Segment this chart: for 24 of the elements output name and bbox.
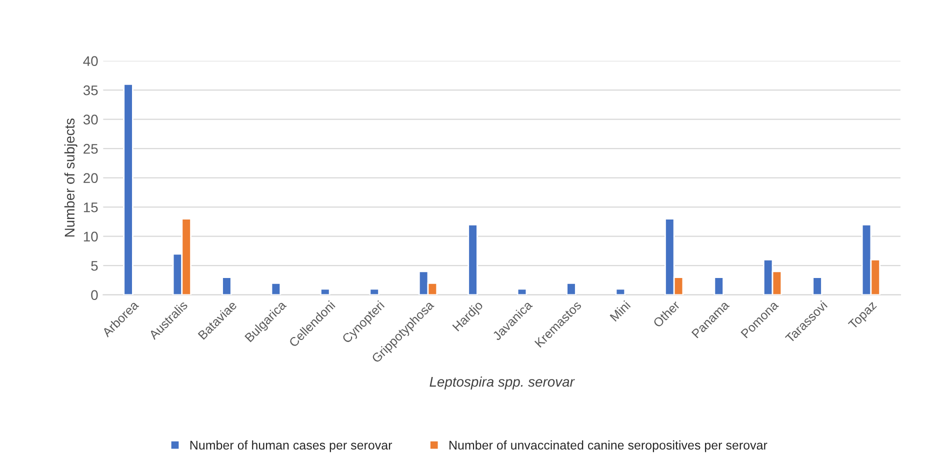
y-tick-label: 15 <box>84 202 98 212</box>
bar <box>615 288 626 295</box>
bar <box>320 288 330 295</box>
y-tick-label: 0 <box>91 290 98 300</box>
y-tick-label: 25 <box>84 144 98 154</box>
bar <box>516 288 528 295</box>
bar <box>222 276 232 295</box>
bar <box>714 276 724 295</box>
bar <box>123 84 134 295</box>
bar <box>270 282 282 295</box>
legend-label: Number of human cases per serovar <box>190 440 392 452</box>
y-tick-label: 10 <box>84 232 98 242</box>
y-tick-label: 30 <box>83 114 98 125</box>
bar <box>566 282 576 295</box>
y-tick-label: 20 <box>84 173 98 184</box>
legend-label: Number of unvaccinated canine seropositives per serovar <box>450 440 768 452</box>
y-tick-label: 35 <box>83 85 98 96</box>
y-tick-label: 5 <box>91 261 98 271</box>
x-axis-title: Leptospira spp. serovar <box>430 376 575 390</box>
y-axis-title: Number of subjects <box>64 118 78 237</box>
bar <box>812 276 822 295</box>
bar <box>468 224 478 295</box>
y-tick-label: 40 <box>83 56 98 66</box>
bar <box>369 288 380 295</box>
